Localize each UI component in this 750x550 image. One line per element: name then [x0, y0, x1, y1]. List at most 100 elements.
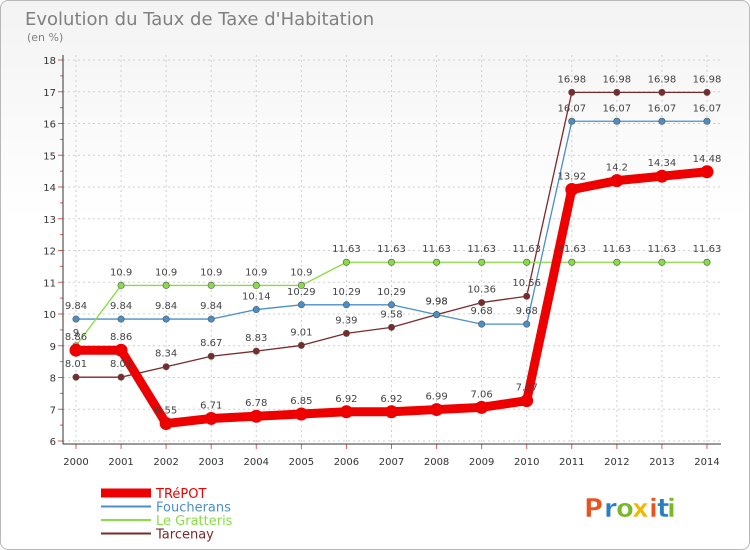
- data-point: [162, 315, 170, 323]
- data-point: [700, 165, 714, 179]
- data-point: [655, 169, 669, 183]
- logo-letter: P: [584, 494, 603, 524]
- y-tick-label: 14: [43, 183, 56, 194]
- data-point: [252, 306, 260, 314]
- data-point: [433, 311, 441, 319]
- data-label: 16.98: [603, 74, 632, 85]
- data-label: 8.86: [65, 332, 87, 343]
- y-tick-label: 12: [43, 247, 56, 258]
- data-point: [387, 301, 395, 309]
- data-point: [613, 117, 621, 125]
- data-point: [162, 281, 170, 289]
- x-tick-label: 2010: [514, 457, 539, 468]
- data-point: [342, 301, 350, 309]
- data-label: 6.92: [335, 394, 357, 405]
- logo-letter: t: [657, 494, 669, 524]
- data-point: [387, 258, 395, 266]
- data-label: 8.01: [110, 359, 132, 370]
- data-label: 9.98: [425, 297, 447, 308]
- data-label: 9.01: [290, 327, 312, 338]
- axes: 6 7 8 9 10 11 12 13 14 15 16 17 18 2000 2001 2002 2003 20…: [43, 55, 721, 468]
- legend-label: Tarcenay: [155, 528, 214, 543]
- x-tick-label: 2000: [63, 457, 88, 468]
- data-label: 9: [73, 328, 79, 339]
- data-point: [658, 117, 666, 125]
- data-point: [339, 405, 353, 419]
- data-label: 11.63: [557, 244, 586, 255]
- x-tick-label: 2011: [559, 457, 584, 468]
- data-label: 9.84: [200, 301, 222, 312]
- y-tick-label: 6: [50, 437, 56, 448]
- data-point: [297, 281, 305, 289]
- data-label: 11.63: [377, 244, 406, 255]
- x-tick-label: 2009: [469, 457, 494, 468]
- data-label: 9.98: [425, 297, 447, 308]
- data-label: 8.67: [200, 338, 222, 349]
- data-point: [478, 320, 486, 328]
- logo-letter: x: [632, 494, 649, 524]
- data-point: [658, 258, 666, 266]
- data-point: [387, 323, 395, 331]
- legend-label: Foucherans: [156, 501, 231, 516]
- data-point: [207, 315, 215, 323]
- data-label: 11.63: [467, 244, 496, 255]
- data-label: 16.07: [693, 103, 722, 114]
- data-label: 6.92: [380, 394, 402, 405]
- chart-title: Evolution du Taux de Taxe d'Habitation: [25, 9, 374, 30]
- y-tick-label: 15: [43, 151, 56, 162]
- data-label: 10.14: [242, 292, 271, 303]
- logo-letter: o: [616, 494, 634, 524]
- data-label: 9.84: [65, 301, 87, 312]
- data-label: 16.07: [648, 103, 677, 114]
- data-label: 9.84: [155, 301, 177, 312]
- x-tick-label: 2013: [649, 457, 674, 468]
- data-label: 16.07: [557, 103, 586, 114]
- x-tick-label: 2003: [198, 457, 223, 468]
- data-label: 13.92: [557, 172, 586, 183]
- data-labels: 8.86 8.86 6.55 6.71 6.78 6.85 6.92 6.92 6.99 7.06…: [65, 74, 721, 416]
- chart-subtitle: (en %): [27, 31, 63, 44]
- data-point: [72, 315, 80, 323]
- data-point: [69, 343, 83, 357]
- data-label: 11.63: [603, 244, 632, 255]
- legend-label: Le Gratteris: [156, 514, 233, 529]
- legend-label: TRéPOT: [155, 487, 206, 502]
- data-label: 8.34: [155, 349, 177, 360]
- data-label: 10.56: [512, 278, 541, 289]
- data-point: [72, 373, 80, 381]
- data-label: 10.9: [245, 267, 267, 278]
- data-point: [565, 183, 579, 197]
- data-label: 14.34: [648, 158, 677, 169]
- data-label: 16.98: [693, 74, 722, 85]
- data-point: [568, 258, 576, 266]
- data-label: 10.9: [200, 267, 222, 278]
- data-point: [523, 292, 531, 300]
- data-label: 11.63: [332, 244, 361, 255]
- data-label: 14.2: [606, 163, 628, 174]
- x-tick-label: 2006: [334, 457, 359, 468]
- y-tick-label: 16: [43, 120, 56, 131]
- y-tick-label: 11: [43, 278, 56, 289]
- data-label: 16.98: [557, 74, 586, 85]
- data-point: [430, 403, 444, 417]
- data-point: [207, 352, 215, 360]
- data-point: [114, 343, 128, 357]
- data-label: 7.06: [471, 389, 493, 400]
- data-point: [204, 411, 218, 425]
- y-tick-label: 8: [50, 374, 56, 385]
- data-point: [523, 258, 531, 266]
- logo-letter: i: [667, 494, 676, 524]
- y-tick-label: 10: [43, 310, 56, 321]
- data-label: 6.71: [200, 400, 222, 411]
- data-point: [703, 258, 711, 266]
- data-point: [703, 88, 711, 96]
- x-tick-label: 2005: [289, 457, 314, 468]
- data-label: 10.29: [287, 287, 316, 298]
- y-tick-label: 17: [43, 88, 56, 99]
- data-point: [342, 329, 350, 337]
- data-point: [294, 407, 308, 421]
- x-tick-label: 2008: [424, 457, 449, 468]
